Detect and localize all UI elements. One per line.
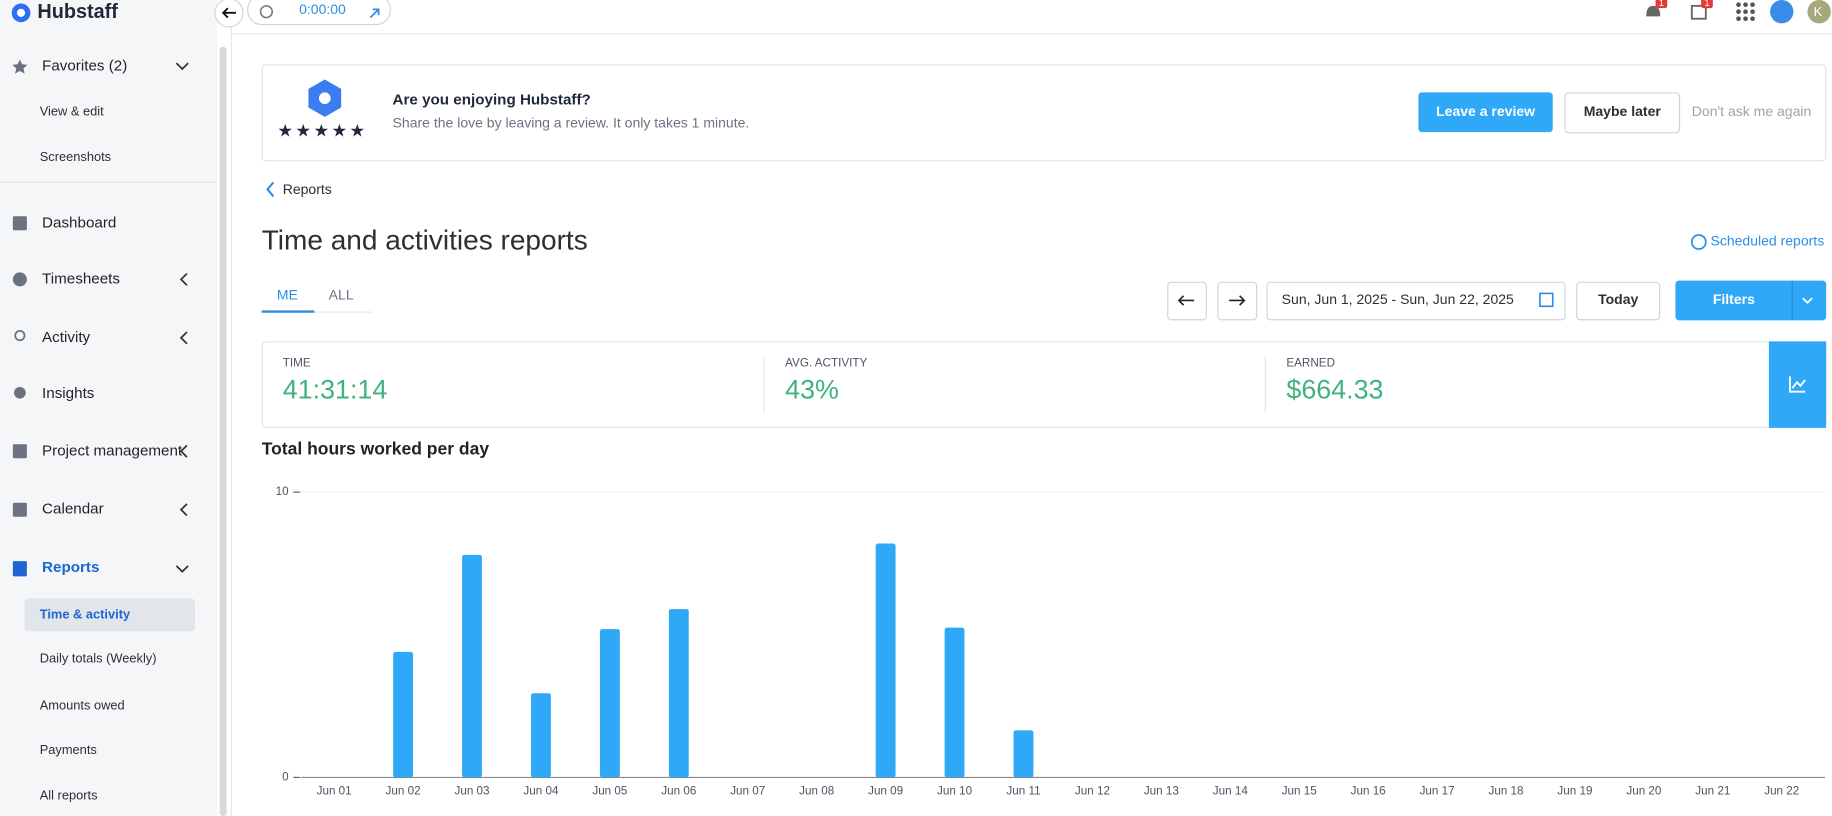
y-tick-label: 0 <box>282 770 289 783</box>
x-tick-label: Jun 15 <box>1282 785 1317 798</box>
summary-label: AVG. ACTIVITY <box>785 357 867 370</box>
x-tick-label: Jun 21 <box>1695 785 1730 798</box>
nav-selected <box>24 598 196 632</box>
banner-title: Are you enjoying Hubstaff? <box>393 92 591 109</box>
nav-subitem[interactable]: Payments <box>40 742 97 757</box>
bar <box>599 629 620 778</box>
x-tick-label: Jun 22 <box>1764 785 1799 798</box>
svg-text:★★★★★: ★★★★★ <box>277 121 367 141</box>
logo-text: Hubstaff <box>37 1 118 23</box>
x-tick-label: Jun 05 <box>592 785 627 798</box>
banner-logo: ★★★★★ <box>277 79 367 141</box>
x-tick-label: Jun 20 <box>1626 785 1662 798</box>
button-label: Filters <box>1713 291 1755 307</box>
nav-subitem[interactable]: All reports <box>40 788 98 803</box>
button-label: Maybe later <box>1584 103 1662 119</box>
x-tick-label: Jun 12 <box>1075 785 1110 798</box>
bar <box>875 543 896 778</box>
summary-value: $664.33 <box>1286 375 1383 405</box>
badge: 1 <box>1659 0 1664 8</box>
gifts[interactable]: 1 <box>1690 0 1713 20</box>
x-tick-label: Jun 10 <box>937 785 973 798</box>
scrollbar <box>219 46 227 816</box>
nav-item[interactable]: Project management <box>42 442 183 459</box>
chart-title: Total hours worked per day <box>262 439 490 459</box>
button-label: Leave a review <box>1436 103 1535 119</box>
nav-subitem[interactable]: Amounts owed <box>40 697 125 712</box>
tab[interactable]: ALL <box>329 286 354 302</box>
timer-text: 0:00:00 <box>299 1 346 17</box>
lock-icon[interactable] <box>1770 0 1794 24</box>
x-tick-label: Jun 09 <box>868 785 903 798</box>
x-tick-label: Jun 04 <box>523 785 559 798</box>
x-tick-label: Jun 18 <box>1489 785 1524 798</box>
summary-value: 43% <box>785 375 839 405</box>
nav-subitem-active[interactable]: Time & activity <box>40 606 131 621</box>
nav-item[interactable]: Timesheets <box>42 270 120 287</box>
maybe-later-button[interactable]: Maybe later <box>1564 92 1681 134</box>
badge: 1 <box>1704 0 1709 8</box>
x-tick-label: Jun 03 <box>455 785 490 798</box>
nav-subitem[interactable]: View & edit <box>40 104 104 119</box>
summary-value: 41:31:14 <box>283 375 388 405</box>
x-tick-label: Jun 17 <box>1420 785 1455 798</box>
banner-text: Share the love by leaving a review. It o… <box>393 115 750 131</box>
leave-review-button[interactable]: Leave a review <box>1418 92 1553 133</box>
filters-button[interactable]: Filters <box>1675 280 1827 321</box>
summary-panel <box>261 341 1827 428</box>
sidebar <box>0 0 218 816</box>
avatar[interactable]: K <box>1807 0 1831 24</box>
breadcrumb[interactable]: Reports <box>283 181 332 197</box>
tab-active[interactable]: ME <box>277 286 298 302</box>
bar <box>668 609 689 778</box>
nav-item[interactable]: Calendar <box>42 501 104 518</box>
nav-item-active[interactable]: Reports <box>42 559 99 576</box>
bar <box>1013 730 1034 778</box>
nav-item[interactable]: Insights <box>42 385 95 402</box>
avatar-text: K <box>1814 4 1823 19</box>
button-label: Today <box>1598 291 1638 307</box>
date-range-picker[interactable]: Sun, Jun 1, 2025 - Sun, Jun 22, 2025 <box>1266 281 1566 321</box>
timer[interactable]: 0:00:00 <box>247 0 391 26</box>
nav-item[interactable]: Activity <box>42 329 90 346</box>
chart: 0 10 Jun 01 Jun 02 Jun 03 Jun 04 Jun 05 Jun 06 J… <box>276 485 1825 798</box>
x-tick-label: Jun 13 <box>1144 785 1179 798</box>
bar <box>462 554 482 778</box>
back-button[interactable] <box>214 0 244 28</box>
next-button[interactable] <box>1217 281 1258 321</box>
x-tick-label: Jun 08 <box>799 785 834 798</box>
today-button[interactable]: Today <box>1576 281 1661 321</box>
nav-subitem[interactable]: Daily totals (Weekly) <box>40 651 157 666</box>
nav-label: Favorites (2) <box>42 58 127 75</box>
x-tick-label: Jun 01 <box>317 785 352 798</box>
x-tick-label: Jun 11 <box>1006 785 1040 798</box>
prev-button[interactable] <box>1167 281 1207 321</box>
apps-menu[interactable] <box>1736 2 1755 22</box>
x-tick-label: Jun 02 <box>386 785 421 798</box>
nav-subitem[interactable]: Screenshots <box>40 149 111 164</box>
x-tick-label: Jun 16 <box>1351 785 1386 798</box>
summary-label: TIME <box>283 357 311 370</box>
bar <box>944 627 965 778</box>
bar <box>531 693 551 778</box>
chart-toggle[interactable] <box>1768 341 1827 428</box>
y-tick-label: 10 <box>276 485 289 498</box>
scheduled-reports-link[interactable]: Scheduled reports <box>1710 233 1824 249</box>
nav-item[interactable]: Dashboard <box>42 214 116 231</box>
x-tick-label: Jun 07 <box>730 785 765 798</box>
page-title: Time and activities reports <box>262 224 588 255</box>
summary-label: EARNED <box>1286 357 1335 370</box>
date-range: Sun, Jun 1, 2025 - Sun, Jun 22, 2025 <box>1282 291 1514 307</box>
x-tick-label: Jun 14 <box>1213 785 1249 798</box>
notifications[interactable]: 1 <box>1643 0 1668 17</box>
x-tick-label: Jun 06 <box>661 785 696 798</box>
bar <box>393 651 414 778</box>
review-banner <box>261 64 1827 162</box>
logo[interactable]: Hubstaff <box>11 1 119 23</box>
dismiss-link[interactable]: Don't ask me again <box>1692 103 1812 119</box>
favorites[interactable]: Favorites (2) <box>12 58 189 75</box>
x-tick-label: Jun 19 <box>1557 785 1592 798</box>
